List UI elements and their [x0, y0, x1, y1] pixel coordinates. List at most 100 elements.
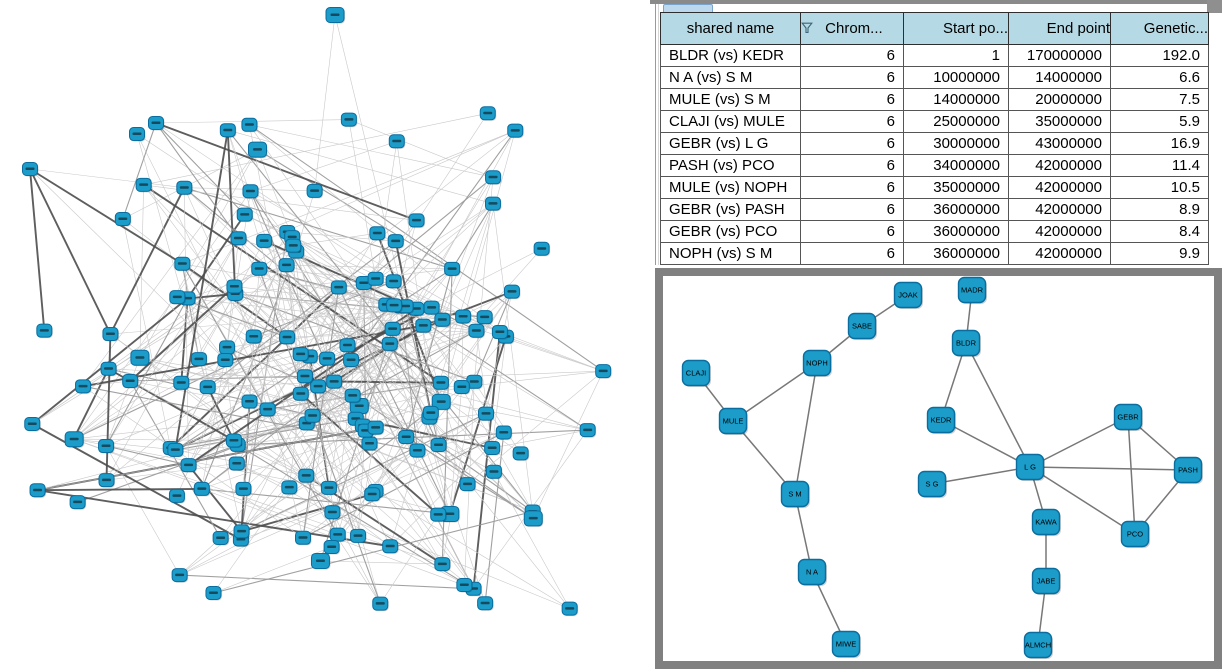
network-node[interactable]	[434, 557, 451, 572]
network-node[interactable]: CLAJI	[681, 359, 712, 388]
network-node[interactable]	[176, 180, 193, 196]
cell-chromosome[interactable]: 6	[800, 66, 904, 89]
network-node[interactable]: ALMCH	[1023, 631, 1054, 660]
cell-start-point[interactable]: 25000000	[903, 110, 1009, 133]
network-node[interactable]	[367, 420, 385, 436]
network-node[interactable]	[484, 196, 502, 212]
network-node[interactable]	[235, 481, 252, 497]
network-node[interactable]	[199, 380, 217, 395]
cell-chromosome[interactable]: 6	[800, 44, 904, 67]
network-node[interactable]	[320, 480, 338, 496]
network-node[interactable]: MIWE	[831, 630, 862, 659]
cell-start-point[interactable]: 1	[903, 44, 1009, 67]
network-node[interactable]	[444, 261, 461, 277]
network-node[interactable]	[296, 369, 314, 384]
cell-chromosome[interactable]: 6	[800, 110, 904, 133]
cell-shared-name[interactable]: BLDR (vs) KEDR	[660, 44, 801, 67]
cell-shared-name[interactable]: N A (vs) S M	[660, 66, 801, 89]
network-node[interactable]	[523, 510, 544, 527]
column-header-end-point[interactable]: End point	[1008, 12, 1111, 45]
network-node[interactable]	[217, 352, 234, 368]
network-node[interactable]	[468, 323, 485, 339]
network-node[interactable]	[364, 487, 381, 502]
cell-shared-name[interactable]: GEBR (vs) L G	[660, 132, 801, 155]
table-row[interactable]: N A (vs) S M 6 10000000 14000000 6.6	[660, 66, 1209, 89]
network-edge[interactable]	[1029, 416, 1129, 468]
network-node[interactable]: N A	[797, 558, 828, 587]
cell-shared-name[interactable]: CLAJI (vs) MULE	[660, 110, 801, 133]
network-node[interactable]	[466, 374, 483, 390]
network-node[interactable]	[387, 234, 405, 249]
cell-end-point[interactable]: 42000000	[1008, 154, 1111, 177]
cell-genetic-distance[interactable]: 8.9	[1110, 198, 1209, 221]
network-node[interactable]	[219, 123, 237, 138]
network-node[interactable]	[173, 375, 190, 391]
filter-funnel-icon[interactable]	[801, 21, 814, 38]
cell-shared-name[interactable]: GEBR (vs) PASH	[660, 198, 801, 221]
network-node[interactable]	[241, 394, 258, 410]
network-node[interactable]	[432, 375, 450, 391]
network-node[interactable]	[329, 527, 347, 543]
network-node[interactable]	[381, 336, 399, 352]
network-node[interactable]: L G	[1015, 453, 1046, 482]
network-node[interactable]	[369, 226, 386, 241]
network-node[interactable]	[453, 380, 471, 395]
cell-genetic-distance[interactable]: 11.4	[1110, 154, 1209, 177]
cell-chromosome[interactable]: 6	[800, 132, 904, 155]
table-row[interactable]: NOPH (vs) S M 6 36000000 42000000 9.9	[660, 242, 1209, 265]
network-node[interactable]	[382, 539, 399, 554]
network-node[interactable]	[100, 361, 118, 377]
network-node[interactable]: MADR	[957, 276, 988, 305]
cell-shared-name[interactable]: NOPH (vs) S M	[660, 242, 801, 265]
network-node[interactable]	[281, 480, 298, 495]
network-node[interactable]	[292, 386, 310, 402]
network-edge[interactable]	[794, 362, 818, 495]
cell-end-point[interactable]: 170000000	[1008, 44, 1111, 67]
cell-end-point[interactable]: 35000000	[1008, 110, 1111, 133]
network-node[interactable]	[484, 440, 501, 456]
cell-chromosome[interactable]: 6	[800, 154, 904, 177]
network-node[interactable]	[595, 364, 612, 379]
cell-chromosome[interactable]: 6	[800, 176, 904, 199]
network-node[interactable]	[259, 402, 277, 417]
network-node[interactable]	[478, 406, 495, 422]
network-node[interactable]	[245, 329, 263, 344]
network-node[interactable]	[285, 238, 302, 254]
network-node[interactable]	[385, 274, 403, 289]
network-node[interactable]	[69, 495, 87, 510]
table-row[interactable]: GEBR (vs) L G 6 30000000 43000000 16.9	[660, 132, 1209, 155]
table-row[interactable]: BLDR (vs) KEDR 6 1 170000000 192.0	[660, 44, 1209, 67]
network-node[interactable]	[431, 393, 452, 411]
network-node[interactable]	[384, 321, 402, 337]
cell-start-point[interactable]: 36000000	[903, 198, 1009, 221]
network-node[interactable]	[388, 134, 406, 149]
network-node[interactable]: NOPH	[802, 349, 833, 378]
network-node[interactable]	[398, 430, 415, 445]
network-node[interactable]	[180, 458, 198, 473]
network-node[interactable]	[226, 279, 243, 294]
network-node[interactable]	[507, 123, 524, 139]
cell-genetic-distance[interactable]: 192.0	[1110, 44, 1209, 67]
network-node[interactable]	[279, 330, 296, 345]
network-node[interactable]: JOAK	[893, 281, 924, 310]
column-header-shared-name[interactable]: shared name	[660, 12, 801, 45]
cell-start-point[interactable]: 14000000	[903, 88, 1009, 111]
cell-genetic-distance[interactable]: 6.6	[1110, 66, 1209, 89]
cell-end-point[interactable]: 42000000	[1008, 176, 1111, 199]
cell-genetic-distance[interactable]: 10.5	[1110, 176, 1209, 199]
network-node[interactable]	[75, 379, 92, 394]
network-node[interactable]	[130, 349, 150, 367]
network-node[interactable]	[430, 507, 447, 523]
cell-genetic-distance[interactable]: 9.9	[1110, 242, 1209, 265]
network-node[interactable]	[230, 231, 247, 246]
network-node[interactable]	[455, 309, 472, 324]
network-node[interactable]	[512, 446, 530, 461]
cell-shared-name[interactable]: GEBR (vs) PCO	[660, 220, 801, 243]
network-node[interactable]: SABE	[847, 312, 878, 341]
cell-shared-name[interactable]: MULE (vs) S M	[660, 88, 801, 111]
network-node[interactable]	[367, 271, 385, 287]
network-node[interactable]	[495, 425, 513, 440]
network-node[interactable]	[434, 312, 451, 328]
network-node[interactable]	[242, 184, 259, 199]
cell-chromosome[interactable]: 6	[800, 198, 904, 221]
